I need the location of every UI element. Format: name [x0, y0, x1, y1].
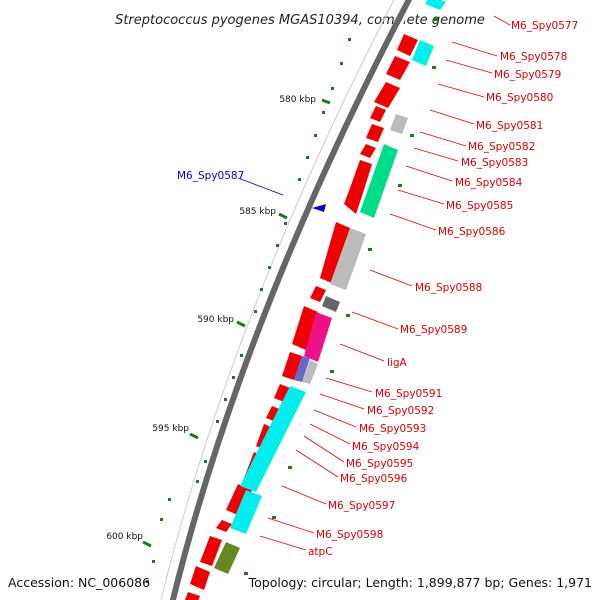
scale-label-590: 590 kbp [197, 315, 234, 325]
gene-label[interactable]: M6_Spy0591 [375, 388, 442, 400]
gene-label[interactable]: atpC [308, 546, 333, 558]
gene-label[interactable]: M6_Spy0581 [476, 120, 543, 132]
scale-dots [146, 38, 351, 583]
gene-arrow[interactable] [386, 56, 410, 80]
gene-label[interactable]: M6_Spy0584 [455, 177, 523, 189]
gene-arrow[interactable] [397, 34, 418, 56]
map-title: Streptococcus pyogenes MGAS10394, comple… [115, 13, 485, 28]
gene-arrow[interactable] [282, 352, 302, 380]
cog-block[interactable] [240, 386, 306, 492]
cog-block[interactable] [214, 542, 240, 574]
scale-label-585: 585 kbp [239, 207, 276, 217]
gene-arrow[interactable] [344, 160, 372, 214]
cog-block[interactable] [390, 114, 408, 134]
gene-label[interactable]: M6_Spy0593 [359, 423, 426, 435]
cog-block[interactable] [302, 360, 318, 384]
gene-labels: M6_Spy0577 M6_Spy0578 M6_Spy0579 M6_Spy0… [177, 20, 578, 558]
gene-label[interactable]: M6_Spy0586 [438, 226, 506, 238]
gene-arrow-reverse[interactable] [312, 204, 326, 212]
cog-block[interactable] [230, 490, 262, 534]
topology-text: Topology: circular; Length: 1,899,877 bp… [248, 575, 592, 590]
gene-arrow[interactable] [216, 520, 232, 532]
gene-label[interactable]: M6_Spy0582 [468, 141, 535, 153]
gene-label[interactable]: M6_Spy0585 [446, 200, 513, 212]
gene-arrow[interactable] [320, 222, 350, 284]
gene-label[interactable]: M6_Spy0592 [367, 405, 434, 417]
scale-label-595: 595 kbp [152, 424, 189, 434]
gene-arrow[interactable] [190, 566, 210, 590]
gene-label[interactable]: M6_Spy0578 [500, 51, 567, 63]
gene-arrow[interactable] [274, 384, 290, 402]
cog-block[interactable] [294, 356, 310, 382]
cog-block[interactable] [330, 228, 366, 290]
scale-label-600: 600 kbp [106, 532, 143, 542]
gene-label[interactable]: M6_Spy0598 [316, 529, 383, 541]
scale-label-580: 580 kbp [279, 95, 316, 105]
cog-block[interactable] [304, 312, 332, 362]
inner-ticks [244, 18, 438, 575]
gene-arrow[interactable] [185, 592, 200, 600]
cog-block[interactable] [360, 144, 398, 218]
gene-arrow[interactable] [310, 286, 326, 302]
cog-block[interactable] [322, 296, 340, 312]
cog-block[interactable] [412, 40, 434, 66]
gene-arrow[interactable] [360, 144, 376, 158]
gene-label[interactable]: M6_Spy0579 [494, 69, 561, 81]
label-leader-lines [259, 15, 511, 551]
gene-label[interactable]: M6_Spy0594 [352, 441, 420, 453]
label-leader-line-blue [237, 177, 284, 196]
major-ticks [142, 98, 331, 548]
gene-label[interactable]: M6_Spy0588 [415, 282, 482, 294]
gene-label[interactable]: M6_Spy0577 [511, 20, 578, 32]
genome-backbone-highlight [177, 0, 416, 600]
cog-block[interactable] [425, 0, 446, 10]
genome-backbone [169, 0, 413, 600]
gene-label[interactable]: M6_Spy0580 [486, 92, 553, 104]
gene-label[interactable]: ligA [387, 357, 407, 369]
gene-label[interactable]: M6_Spy0595 [346, 458, 413, 470]
gene-arrow[interactable] [292, 306, 318, 350]
gene-arrow[interactable] [370, 106, 386, 122]
gene-arrow[interactable] [366, 124, 384, 142]
accession-text: Accession: NC_006086 [8, 575, 150, 590]
gene-label[interactable]: M6_Spy0583 [461, 157, 528, 169]
gene-label[interactable]: M6_Spy0589 [400, 324, 467, 336]
gene-label-reverse[interactable]: M6_Spy0587 [177, 170, 244, 182]
cog-category-blocks [214, 0, 446, 574]
gene-arrow[interactable] [200, 536, 222, 566]
gene-arrow[interactable] [374, 82, 400, 108]
gene-label[interactable]: M6_Spy0596 [340, 473, 408, 485]
genome-inner-ring [160, 0, 395, 600]
gene-label[interactable]: M6_Spy0597 [328, 500, 395, 512]
